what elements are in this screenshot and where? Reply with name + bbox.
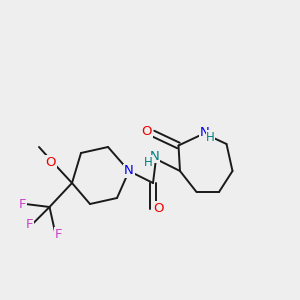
Text: O: O <box>154 202 164 215</box>
Text: F: F <box>25 218 33 232</box>
Text: F: F <box>19 197 26 211</box>
Text: F: F <box>55 227 62 241</box>
Text: N: N <box>124 164 134 178</box>
Text: H: H <box>206 130 215 144</box>
Text: H: H <box>144 155 153 169</box>
Text: N: N <box>200 126 210 140</box>
Text: O: O <box>46 155 56 169</box>
Text: N: N <box>150 149 159 163</box>
Text: O: O <box>142 125 152 139</box>
